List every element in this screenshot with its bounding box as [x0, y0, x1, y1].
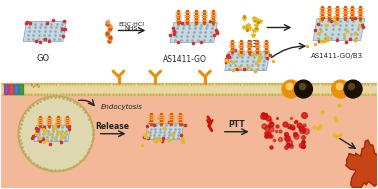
- Bar: [14, 84, 18, 94]
- Text: AS1411-GO/B3: AS1411-GO/B3: [311, 53, 363, 59]
- Circle shape: [332, 80, 350, 98]
- Polygon shape: [346, 140, 378, 188]
- Bar: [2, 83, 376, 95]
- Circle shape: [294, 80, 312, 98]
- Polygon shape: [34, 126, 70, 142]
- Circle shape: [18, 96, 94, 171]
- Text: Endocytosis: Endocytosis: [101, 104, 143, 110]
- Bar: [5, 84, 8, 94]
- Text: PTT: PTT: [228, 120, 245, 129]
- Text: Release: Release: [96, 122, 130, 131]
- Bar: [9, 84, 13, 94]
- Circle shape: [282, 80, 300, 98]
- Polygon shape: [225, 52, 270, 71]
- Bar: [2, 83, 376, 188]
- Text: AS1411-GO: AS1411-GO: [163, 55, 207, 64]
- Text: B3: B3: [246, 40, 257, 49]
- Polygon shape: [170, 22, 217, 42]
- Bar: [19, 84, 23, 94]
- Text: GO: GO: [37, 54, 50, 63]
- Text: NHS: NHS: [125, 26, 138, 31]
- Polygon shape: [145, 124, 184, 140]
- Text: ∿∿: ∿∿: [29, 82, 41, 88]
- Text: EDC·HCl: EDC·HCl: [118, 22, 144, 27]
- Polygon shape: [23, 22, 66, 41]
- Circle shape: [344, 80, 362, 98]
- Polygon shape: [313, 19, 365, 40]
- Bar: [2, 1, 376, 83]
